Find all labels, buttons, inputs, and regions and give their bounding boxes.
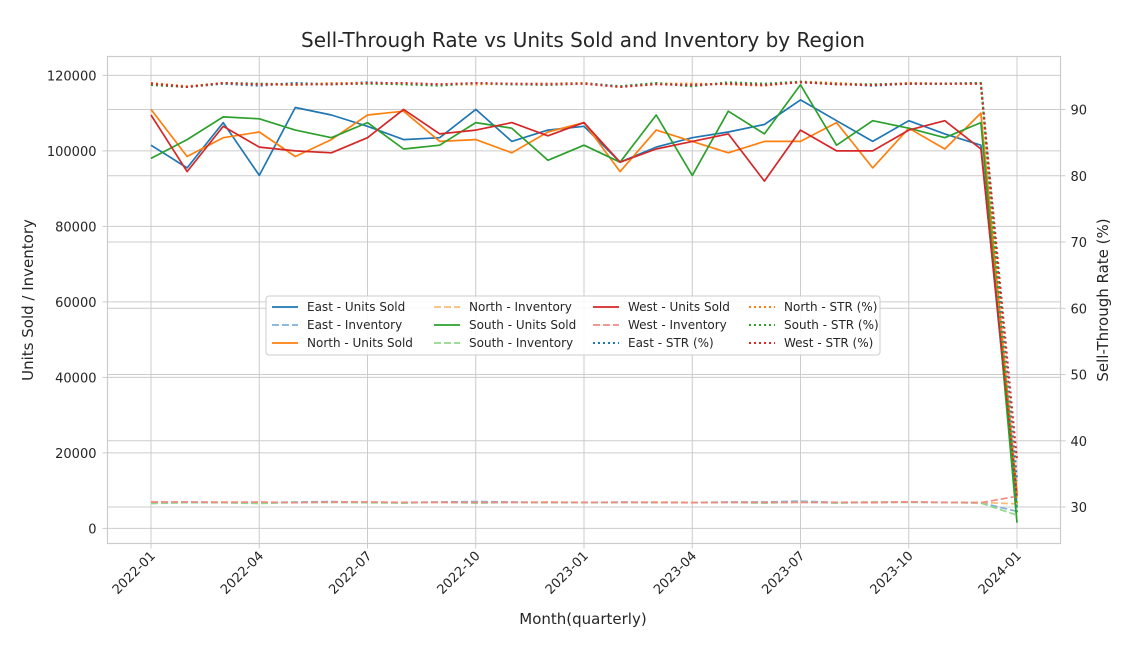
series-line-0 [150,99,1018,508]
legend-label-10: South - STR (%) [784,318,879,332]
y2-tick-label: 60 [1071,302,1088,317]
legend-label-11: West - STR (%) [784,336,873,350]
series-line-6 [150,108,1018,497]
legend-items: East - Units Sold East - Inventory North -… [272,300,879,350]
y-axis-label: Units Sold / Inventory [19,219,37,381]
legend-label-4: South - Units Sold [469,318,576,332]
chart-title: Sell-Through Rate vs Units Sold and Inve… [301,28,865,52]
legend-label-7: West - Inventory [628,318,727,332]
series-layer [150,80,1019,523]
y-tick-label: 80000 [55,220,96,235]
legend-label-9: North - STR (%) [784,300,877,314]
legend-frame [265,295,881,356]
legend-label-8: East - STR (%) [628,336,714,350]
y2-tick-label: 30 [1071,501,1088,516]
legend-label-5: South - Inventory [469,336,573,350]
y-tick-label: 100000 [47,145,97,160]
y-tick-label: 60000 [55,296,96,311]
y2-tick-label: 70 [1071,236,1088,251]
y-tick-label: 120000 [47,69,97,84]
y2-tick-label: 50 [1071,369,1088,384]
series-line-4 [150,83,1018,523]
y2-tick-label: 40 [1071,435,1088,450]
y2-tick-label: 90 [1071,104,1088,119]
legend-label-6: West - Units Sold [628,300,730,314]
legend-label-3: North - Inventory [469,300,572,314]
legend: East - Units Sold East - Inventory North -… [265,295,881,356]
y2-tick-label: 80 [1071,170,1088,185]
y-tick-label: 40000 [55,371,96,386]
series-line-7 [151,495,1018,504]
y2-axis-label: Sell-Through Rate (%) [1094,218,1112,381]
legend-label-2: North - Units Sold [307,336,413,350]
legend-label-1: East - Inventory [307,318,402,332]
y-tick-label: 0 [88,522,96,537]
legend-label-0: East - Units Sold [307,300,405,314]
y-tick-label: 20000 [55,447,96,462]
x-axis-label: Month(quarterly) [519,610,646,628]
